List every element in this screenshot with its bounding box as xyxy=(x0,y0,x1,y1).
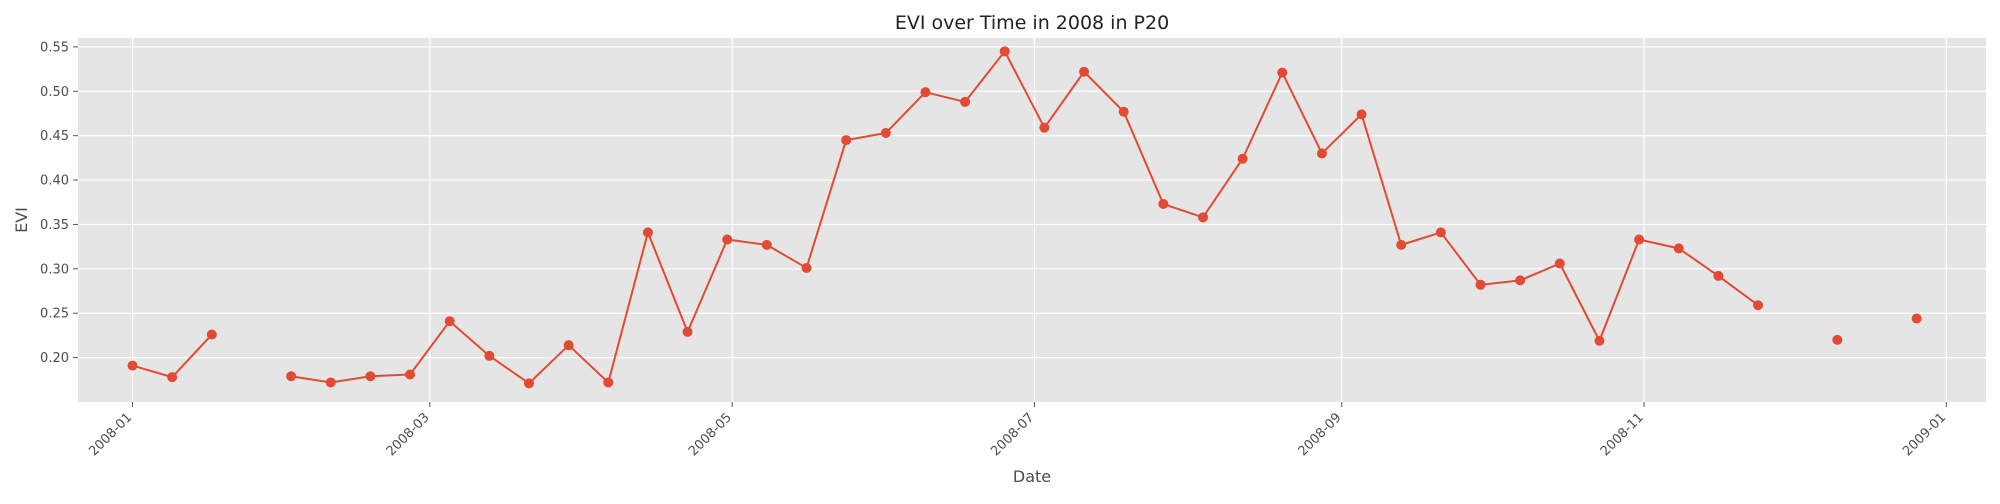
data-point xyxy=(722,234,733,245)
data-point xyxy=(920,87,931,98)
data-point xyxy=(1039,122,1050,133)
data-point xyxy=(365,371,376,382)
x-axis-label: Date xyxy=(1013,467,1051,486)
data-point xyxy=(1316,148,1327,159)
y-axis-label: EVI xyxy=(12,207,31,233)
data-point xyxy=(1911,313,1922,324)
grid-lines xyxy=(78,38,1986,402)
data-point xyxy=(1197,212,1208,223)
data-point xyxy=(1158,199,1169,210)
series-evi xyxy=(127,46,1922,389)
data-point xyxy=(1356,109,1367,120)
data-point xyxy=(1079,66,1090,77)
data-point xyxy=(880,127,891,138)
chart-title: EVI over Time in 2008 in P20 xyxy=(895,12,1169,34)
plot-area xyxy=(78,38,1986,402)
y-tick-label: 0.30 xyxy=(40,262,69,277)
data-point xyxy=(682,326,693,337)
data-point xyxy=(1713,270,1724,281)
data-point xyxy=(286,371,297,382)
y-tick-label: 0.40 xyxy=(40,174,69,189)
y-tick-label: 0.45 xyxy=(40,129,69,144)
data-point xyxy=(1832,334,1843,345)
data-point xyxy=(960,96,971,107)
data-point xyxy=(801,262,812,273)
y-tick-label: 0.55 xyxy=(40,40,69,55)
data-point xyxy=(563,340,574,351)
data-point xyxy=(642,227,653,238)
y-tick-label: 0.50 xyxy=(40,85,69,100)
data-point xyxy=(1554,258,1565,269)
data-point xyxy=(1475,279,1486,290)
data-point xyxy=(1673,243,1684,254)
data-point xyxy=(206,329,217,340)
data-point xyxy=(1396,239,1407,250)
y-tick-label: 0.35 xyxy=(40,218,69,233)
data-point xyxy=(1237,153,1248,164)
data-point xyxy=(761,239,772,250)
data-point xyxy=(444,316,455,327)
data-point xyxy=(127,360,138,371)
series-line-segment xyxy=(290,50,1759,385)
data-point xyxy=(1634,234,1645,245)
data-point xyxy=(841,135,852,146)
data-point xyxy=(1753,300,1764,311)
y-axis-ticks: 0.20 0.25 0.30 0.35 0.40 0.45 0.50 0.55 xyxy=(40,40,78,366)
data-point xyxy=(999,46,1010,57)
y-tick-label: 0.25 xyxy=(40,307,69,322)
data-point xyxy=(167,372,178,383)
y-tick-label: 0.20 xyxy=(40,351,69,366)
data-point xyxy=(1594,335,1605,346)
data-point xyxy=(1435,227,1446,238)
data-point xyxy=(1515,275,1526,286)
data-point xyxy=(603,377,614,388)
data-point xyxy=(484,350,495,361)
data-point xyxy=(325,377,336,388)
data-point xyxy=(1277,67,1288,78)
data-point xyxy=(523,378,534,389)
data-point xyxy=(405,369,416,380)
data-point xyxy=(1118,106,1129,117)
